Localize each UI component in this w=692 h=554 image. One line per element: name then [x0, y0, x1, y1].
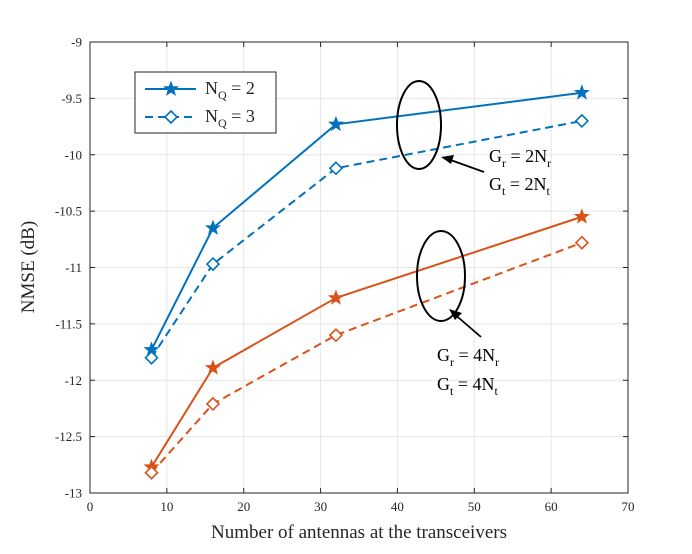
y-tick-label: -12.5 [55, 429, 82, 444]
annotation-ellipse-orange [416, 230, 466, 322]
y-tick-label: -10 [65, 147, 82, 162]
series-line [150, 215, 583, 468]
x-tick-label: 70 [622, 499, 635, 514]
data-point-diamond [144, 350, 159, 365]
data-point-star [204, 359, 222, 375]
series-2 [144, 113, 590, 365]
data-point-diamond [328, 328, 344, 343]
y-tick-label: -12 [65, 373, 82, 388]
y-tick-label: -11 [65, 260, 82, 275]
data-point-star [573, 84, 590, 100]
legend-entries: NQ = 2 NQ = 3 [145, 78, 255, 130]
data-point-diamond [205, 256, 221, 272]
annotation-blue: Gr = 2Nr Gt = 2Nt [396, 80, 551, 198]
annotation-ellipse-blue [396, 80, 442, 170]
annotation-arrowhead-orange [449, 309, 462, 320]
x-tick-label: 20 [237, 499, 250, 514]
data-point-star [204, 219, 222, 235]
series-group [143, 84, 590, 480]
data-point-diamond [574, 113, 590, 129]
annotation-blue-line-2: Gt = 2Nt [489, 174, 551, 198]
y-tick-label: -9 [71, 35, 82, 50]
legend-entry-2: NQ = 3 [145, 106, 255, 130]
ticks: 0 10 20 30 40 50 60 70 -13 -12.5 -12 -11.5 -11 -10.5 -… [55, 35, 635, 515]
x-tick-label: 50 [468, 499, 481, 514]
annotation-orange: Gr = 4Nr Gt = 4Nt [416, 230, 499, 398]
y-tick-label: -9.5 [61, 91, 82, 106]
legend: NQ = 2 NQ = 3 [134, 71, 277, 134]
x-tick-label: 10 [160, 499, 173, 514]
x-tick-label: 40 [391, 499, 404, 514]
legend-marker-diamond [163, 109, 179, 125]
data-point-star [327, 289, 344, 305]
data-point-diamond [144, 465, 159, 480]
series-line [150, 119, 583, 359]
x-tick-label: 30 [314, 499, 327, 514]
legend-box [134, 71, 277, 134]
legend-label: NQ = 2 [205, 78, 255, 102]
legend-marker-star [162, 80, 180, 96]
annotation-orange-line-2: Gt = 4Nt [437, 374, 499, 398]
x-tick-label: 60 [545, 499, 558, 514]
legend-entry-1: NQ = 2 [145, 78, 255, 102]
legend-label: NQ = 3 [205, 106, 255, 130]
series-line [150, 91, 583, 351]
series-4 [144, 235, 590, 480]
y-tick-label: -10.5 [55, 204, 82, 219]
y-tick-label: -11.5 [55, 316, 82, 331]
y-axis-label: NMSE (dB) [18, 221, 39, 313]
x-axis-label: Number of antennas at the transceivers [211, 522, 507, 543]
data-point-diamond [328, 161, 344, 176]
series-1 [143, 84, 590, 357]
x-tick-label: 0 [87, 499, 94, 514]
annotation-arrowhead-blue [441, 155, 454, 164]
data-point-star [573, 208, 590, 224]
y-tick-label: -13 [65, 486, 82, 501]
annotation-orange-line-1: Gr = 4Nr [437, 345, 499, 369]
annotation-blue-line-1: Gr = 2Nr [489, 146, 551, 170]
data-point-diamond [205, 396, 221, 412]
data-point-diamond [574, 235, 590, 250]
series-line [150, 241, 583, 474]
data-point-star [327, 115, 344, 132]
